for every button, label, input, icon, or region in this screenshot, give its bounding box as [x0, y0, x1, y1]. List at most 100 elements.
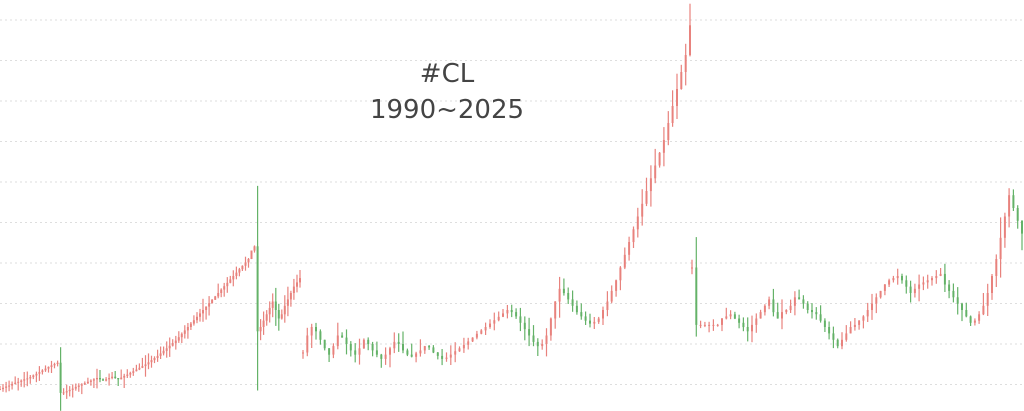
candle-body [292, 286, 295, 293]
candle-body [785, 310, 788, 313]
candle-body [742, 322, 745, 328]
candle [223, 282, 226, 297]
candle-body [545, 335, 548, 344]
candle-body [53, 364, 56, 366]
candle-body [645, 191, 648, 204]
candle-body [610, 290, 613, 302]
candle-body [159, 353, 162, 356]
candle [471, 337, 474, 342]
candle [232, 270, 235, 287]
candle [44, 365, 47, 372]
candle-body [948, 284, 951, 291]
candle-body [901, 276, 903, 281]
candle-body [684, 55, 687, 72]
candle [247, 258, 250, 268]
candle-body [247, 259, 250, 263]
candle [126, 369, 129, 378]
candle [0, 385, 1, 391]
candle-body [632, 229, 635, 243]
candle [493, 312, 496, 331]
candle-body [41, 370, 44, 373]
candle-body [597, 318, 600, 322]
candle-body [475, 333, 478, 338]
candle [896, 268, 899, 285]
candle-body [271, 301, 274, 308]
candle-body [636, 216, 639, 230]
candle-body [406, 350, 409, 355]
candle [956, 287, 959, 315]
candle-body [132, 371, 135, 373]
candle [74, 383, 77, 391]
candle [362, 338, 365, 349]
candle [628, 236, 631, 261]
candle-body [806, 303, 809, 310]
candle-body [223, 286, 226, 290]
candle-body [489, 323, 491, 327]
candle [375, 341, 378, 358]
candle [1012, 189, 1015, 211]
candle [423, 345, 426, 354]
candle [380, 353, 383, 368]
candle [558, 276, 561, 318]
chart-gridlines [0, 19, 1024, 385]
candle [662, 127, 665, 167]
candle-body [836, 339, 839, 347]
candle-body [268, 307, 271, 315]
candle [789, 299, 792, 313]
candle-body [471, 337, 474, 342]
candle [755, 313, 758, 333]
candle-body [302, 352, 304, 354]
candle [214, 295, 217, 300]
candle [271, 293, 274, 318]
candle-body [875, 297, 878, 304]
candle [86, 377, 89, 384]
candle-body [235, 272, 238, 276]
candle-body [502, 313, 504, 317]
candle-body [484, 327, 487, 331]
candle [489, 319, 491, 329]
candle [202, 298, 204, 322]
candle [931, 276, 933, 286]
candle [358, 338, 361, 365]
candle-body [515, 312, 518, 317]
candle-body [978, 314, 981, 321]
candle-body [738, 318, 741, 323]
candle [29, 375, 32, 384]
candle [150, 355, 153, 368]
candle [123, 373, 126, 388]
candle-body [922, 282, 925, 285]
candle [168, 337, 171, 357]
candle [415, 351, 418, 363]
candle [999, 217, 1002, 278]
candle [135, 364, 138, 372]
candle-body [259, 327, 262, 332]
candle-body [982, 305, 985, 315]
candle-body [47, 366, 50, 369]
candle-body [871, 303, 873, 310]
candle [419, 339, 422, 357]
candle-body [375, 350, 378, 355]
candle [823, 318, 826, 332]
candle [1021, 220, 1023, 251]
candle-body [208, 303, 211, 307]
candle [623, 247, 626, 270]
candle-body [562, 288, 565, 294]
candle [584, 311, 587, 325]
candle [183, 325, 186, 339]
candle-body [541, 344, 544, 347]
candle-body [65, 391, 68, 393]
candle [849, 321, 852, 334]
candle-body [733, 314, 736, 319]
candle-body [1008, 195, 1011, 217]
candle-body [858, 320, 861, 325]
candle [371, 341, 374, 357]
candle [384, 347, 387, 365]
candle-body [584, 316, 587, 321]
candle [393, 332, 396, 354]
candle-body [423, 346, 426, 351]
candle [806, 301, 809, 314]
candle-body [156, 355, 159, 358]
candle-body [186, 327, 189, 331]
candle-body [528, 329, 531, 336]
candle-body [319, 331, 322, 340]
